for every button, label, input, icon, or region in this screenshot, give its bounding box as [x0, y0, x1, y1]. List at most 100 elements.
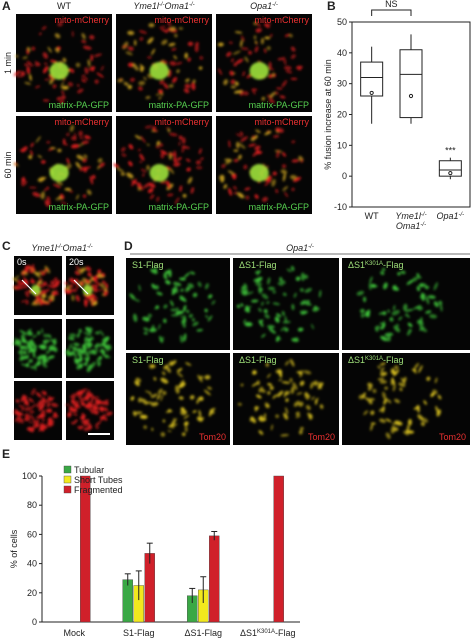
organelle [263, 308, 268, 314]
organelle [298, 429, 303, 435]
organelle [296, 370, 305, 373]
organelle [392, 384, 396, 392]
organelle [42, 65, 49, 74]
organelle [434, 377, 438, 384]
organelle [49, 59, 58, 64]
organelle [394, 420, 403, 426]
organelle [391, 309, 400, 316]
organelle [157, 388, 163, 395]
organelle [225, 159, 232, 165]
organelle [69, 333, 77, 338]
organelle [92, 396, 97, 400]
organelle [65, 403, 70, 406]
organelle [56, 96, 62, 101]
organelle [155, 93, 160, 96]
organelle [43, 359, 50, 363]
organelle [306, 300, 310, 304]
text-part: Opa1 [250, 1, 272, 11]
organelle [248, 50, 252, 55]
organelle [254, 46, 259, 53]
organelle [204, 374, 211, 380]
organelle [69, 277, 74, 282]
organelle [380, 366, 385, 374]
organelle [183, 304, 187, 312]
organelle [285, 70, 293, 74]
organelle [209, 408, 216, 412]
organelle [264, 130, 272, 136]
organelle [156, 291, 163, 296]
organelle [234, 82, 240, 86]
organelle [284, 33, 290, 37]
organelle [266, 373, 271, 379]
legend-swatch [63, 475, 72, 484]
organelle [183, 88, 190, 94]
superscript: -/- [420, 222, 426, 228]
organelle [129, 77, 136, 82]
organelle [160, 432, 166, 437]
organelle [237, 402, 242, 406]
organelle [404, 308, 414, 312]
organelle [162, 419, 166, 423]
organelle [284, 390, 287, 398]
organelle [266, 175, 272, 182]
organelle [19, 349, 24, 357]
organelle [75, 294, 80, 302]
organelle [17, 279, 23, 286]
organelle [407, 418, 412, 426]
organelle [198, 66, 203, 70]
y-tick-label: 40 [27, 559, 37, 569]
organelle [200, 417, 204, 421]
text-part: WT [57, 1, 71, 11]
organelle [398, 316, 403, 321]
organelle [87, 272, 92, 277]
organelle [113, 163, 120, 168]
organelle [319, 404, 324, 409]
organelle [276, 390, 284, 398]
organelle [392, 427, 399, 432]
organelle [152, 126, 156, 131]
organelle [175, 61, 183, 65]
organelle [85, 357, 89, 365]
organelle [99, 283, 106, 289]
organelle [159, 335, 163, 343]
organelle [81, 32, 86, 40]
organelle [275, 313, 282, 318]
organelle [76, 154, 84, 161]
organelle [91, 276, 97, 282]
label: ΔS1-Flag [239, 260, 277, 270]
organelle [149, 327, 157, 333]
bar [209, 535, 220, 623]
organelle [186, 167, 191, 172]
organelle [314, 397, 319, 403]
image-label: mito-mCherry [254, 117, 309, 127]
organelle [275, 188, 279, 194]
organelle [240, 136, 248, 142]
organelle [311, 396, 315, 401]
organelle [265, 362, 269, 367]
organelle [254, 194, 259, 199]
organelle [426, 376, 431, 381]
organelle [379, 418, 386, 423]
organelle [93, 405, 99, 410]
organelle [291, 338, 300, 342]
organelle [227, 170, 235, 175]
legend-swatch [63, 465, 72, 474]
organelle [261, 333, 266, 338]
organelle [78, 328, 82, 334]
organelle [35, 295, 39, 299]
image-label: matrix-PA-GFP [249, 100, 309, 110]
organelle [183, 333, 187, 342]
organelle [80, 414, 86, 421]
organelle [39, 402, 45, 411]
organelle [133, 313, 138, 323]
bar [144, 553, 155, 623]
organelle [281, 152, 287, 157]
organelle [362, 296, 367, 303]
organelle [161, 336, 164, 344]
mean [369, 90, 374, 96]
organelle [253, 278, 262, 283]
organelle [176, 69, 180, 74]
organelle [34, 271, 43, 275]
organelle [172, 76, 178, 83]
organelle [154, 307, 159, 310]
